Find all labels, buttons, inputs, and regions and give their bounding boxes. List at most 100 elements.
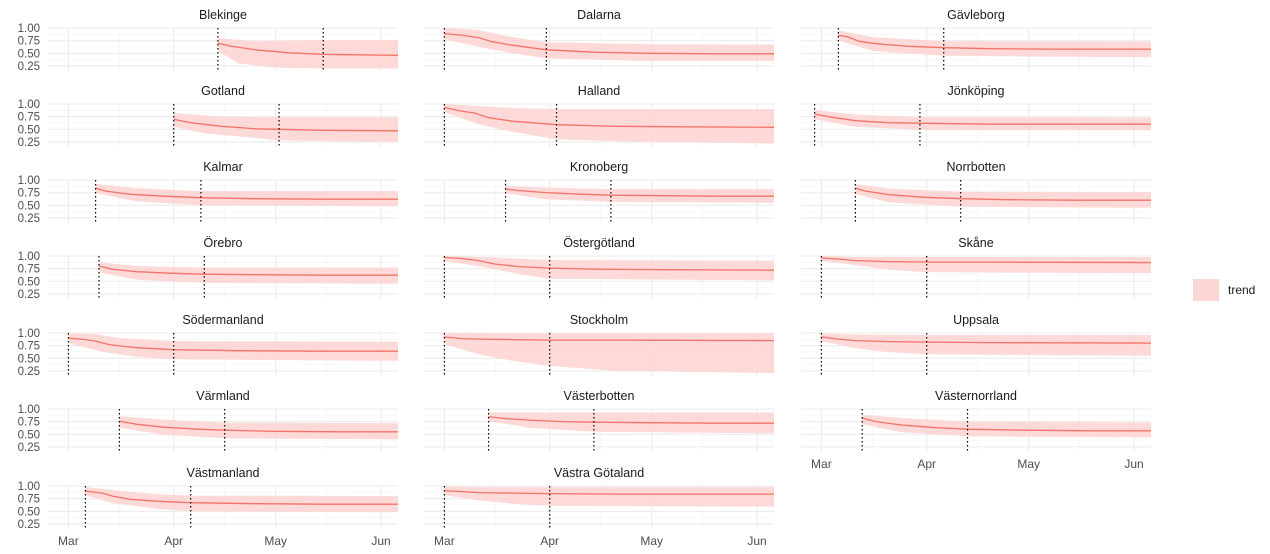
y-tick-label: 1.00 [18,404,40,416]
x-tick-label: Jun [747,534,766,548]
y-tick-label: 0.50 [18,276,40,288]
confidence-band [68,333,399,361]
panel-title: Västmanland [187,466,260,480]
trend-line [862,417,1151,432]
panel-title: Skåne [958,236,993,250]
x-tick-label: Jun [1124,457,1143,471]
confidence-band [821,256,1151,274]
legend-label: trend [1228,283,1255,297]
x-tick-label: Jun [371,534,390,548]
y-tick-label: 0.25 [18,289,40,301]
trend-line [444,106,775,128]
panel-title: Gävleborg [947,8,1005,22]
x-tick-label: Apr [917,457,936,471]
y-tick-label: 0.25 [18,366,40,378]
panel-title: Blekinge [199,8,247,22]
panel-title: Halland [578,84,620,98]
y-tick-label: 0.75 [18,264,40,276]
trend-line [505,188,774,197]
panel-värmland: Värmland 1.000.750.500.25 [18,389,399,454]
trend-line [444,489,774,495]
x-tick-label: May [1017,457,1040,471]
y-tick-label: 0.75 [18,341,40,353]
panel-title: Gotland [201,84,245,98]
x-tick-label: Apr [164,534,183,548]
x-tick-label: May [640,534,663,548]
panel-västra-götaland: Västra Götaland Mar Apr May Jun [424,466,774,548]
x-tick-label: Mar [811,457,832,471]
panel-title: Stockholm [570,313,628,327]
y-tick-label: 0.50 [18,124,40,136]
panel-gävleborg: Gävleborg [801,8,1151,71]
y-tick-label: 0.50 [18,200,40,212]
confidence-band [444,104,774,144]
panel-östergötland: Östergötland [424,236,775,299]
confidence-band [814,110,1151,131]
y-tick-label: 0.75 [18,112,40,124]
confidence-band [838,30,1151,58]
confidence-band [99,262,398,284]
trend-line [444,256,775,271]
panel-västerbotten: Västerbotten [424,389,774,452]
trend-line [173,118,399,132]
y-tick-label: 0.50 [18,48,40,60]
legend: trend [1193,279,1255,301]
panel-stockholm: Stockholm [424,313,775,376]
x-tick-label: Mar [434,534,455,548]
y-tick-label: 0.25 [18,442,40,454]
trend-line [95,187,398,200]
confidence-band [444,333,774,373]
y-tick-label: 1.00 [18,99,40,111]
trend-line [217,42,399,56]
y-tick-label: 1.00 [18,251,40,263]
panel-västmanland: Västmanland 1.000.750.500.25 Mar Apr May Jun [18,466,399,548]
panel-västernorrland: Västernorrland Mar Apr May Jun [801,389,1151,471]
confidence-band [862,414,1151,438]
panel-title: Västra Götaland [554,466,644,480]
y-tick-label: 0.75 [18,494,40,506]
panel-södermanland: Södermanland 1.000.750.500.25 [18,313,399,378]
confidence-band [85,487,399,513]
panel-norrbotten: Norrbotten [801,160,1151,223]
y-tick-label: 0.75 [18,417,40,429]
y-tick-label: 1.00 [18,328,40,340]
panel-title: Dalarna [577,8,621,22]
y-tick-label: 1.00 [18,23,40,35]
confidence-band [95,184,398,207]
trend-line [821,336,1152,344]
panel-title: Södermanland [182,313,263,327]
trend-line [85,490,398,505]
trend-line [855,187,1151,201]
trend-line [119,420,398,433]
panel-title: Kalmar [203,160,243,174]
trend-line [488,415,774,424]
y-tick-label: 0.50 [18,353,40,365]
x-tick-label: May [264,534,287,548]
confidence-band [444,256,774,281]
panel-gotland: Gotland 1.000.750.500.25 [18,84,399,149]
panel-skåne: Skåne [801,236,1152,299]
y-tick-label: 0.25 [18,61,40,73]
trend-line [444,32,774,55]
y-tick-label: 0.25 [18,137,40,149]
panel-title: Östergötland [563,236,635,250]
panel-kalmar: Kalmar 1.000.750.500.25 [18,160,398,225]
confidence-band [505,185,774,203]
y-tick-label: 0.50 [18,506,40,518]
panel-title: Norrbotten [946,160,1005,174]
panel-title: Örebro [204,236,243,250]
y-tick-label: 0.25 [18,519,40,531]
confidence-band [821,333,1151,356]
trend-line [444,336,775,342]
trend-line [814,113,1151,125]
legend-key-trend [1193,279,1219,301]
confidence-band [444,28,774,61]
panel-dalarna: Dalarna [424,8,774,71]
trend-line [838,34,1151,50]
y-tick-label: 0.75 [18,36,40,48]
confidence-band [444,486,774,507]
confidence-band [173,113,398,142]
trend-line [68,337,398,352]
panel-title: Västerbotten [564,389,635,403]
